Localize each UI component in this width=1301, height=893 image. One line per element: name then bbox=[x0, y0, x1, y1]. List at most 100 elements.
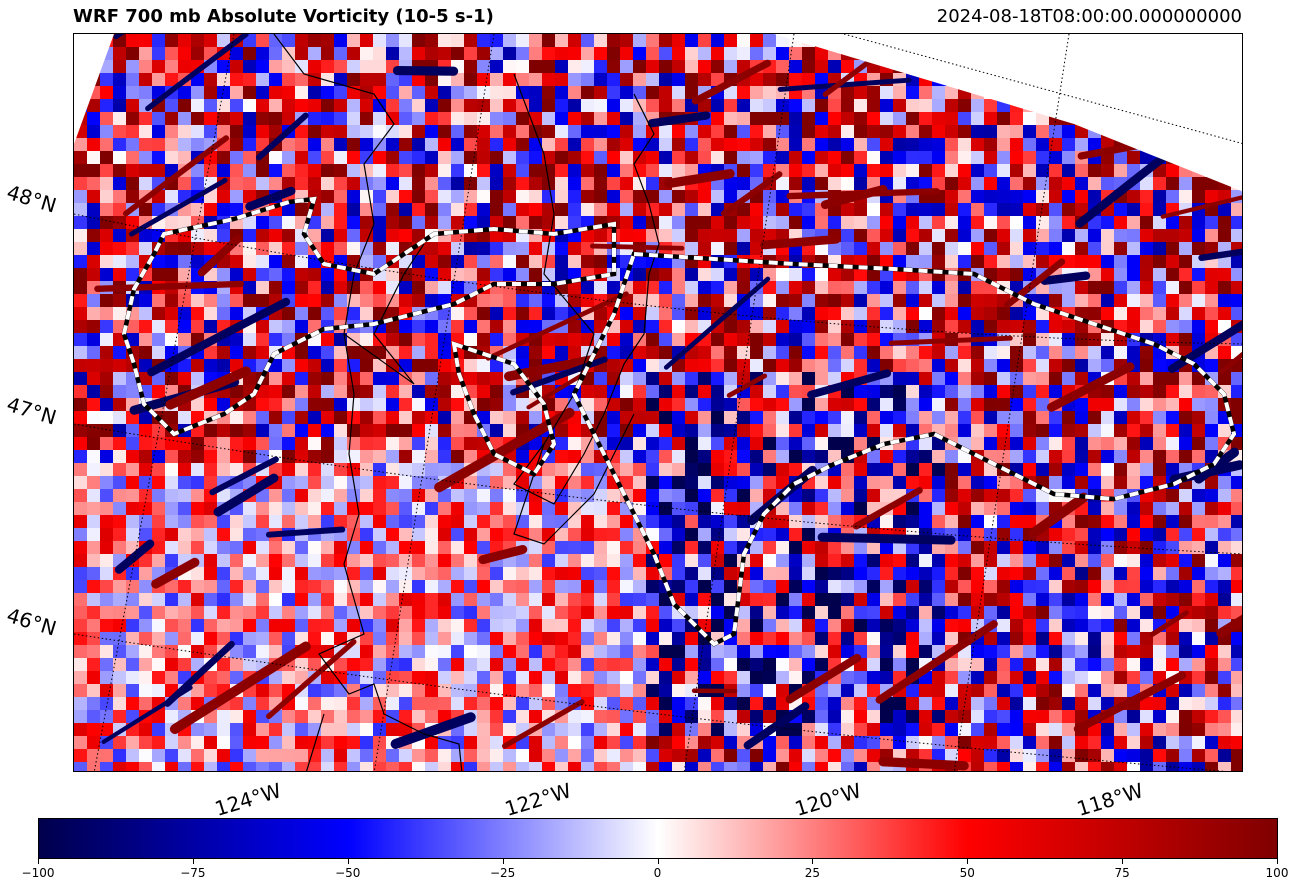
vorticity-cell bbox=[906, 177, 920, 191]
vorticity-cell bbox=[321, 86, 335, 100]
vorticity-cell bbox=[360, 125, 374, 139]
vorticity-cell bbox=[74, 593, 88, 607]
vorticity-cell bbox=[412, 385, 426, 399]
vorticity-cell bbox=[984, 723, 998, 737]
vorticity-cell bbox=[542, 502, 556, 516]
vorticity-cell bbox=[139, 645, 153, 659]
vorticity-cell bbox=[165, 541, 179, 555]
vorticity-cell bbox=[542, 476, 556, 490]
vorticity-cell bbox=[763, 554, 777, 568]
vorticity-cell bbox=[763, 541, 777, 555]
vorticity-cell bbox=[230, 60, 244, 74]
vorticity-cell bbox=[113, 125, 127, 139]
vorticity-cell bbox=[958, 515, 972, 529]
vorticity-cell bbox=[1205, 554, 1219, 568]
vorticity-cell bbox=[737, 658, 751, 672]
vorticity-cell bbox=[113, 346, 127, 360]
vorticity-cell bbox=[87, 489, 101, 503]
vorticity-cell bbox=[776, 177, 790, 191]
vorticity-cell bbox=[919, 489, 933, 503]
vorticity-cell bbox=[646, 736, 660, 750]
vorticity-cell bbox=[1205, 593, 1219, 607]
vorticity-cell bbox=[685, 723, 699, 737]
vorticity-cell bbox=[633, 658, 647, 672]
vorticity-cell bbox=[659, 151, 673, 165]
vorticity-cell bbox=[165, 60, 179, 74]
vorticity-cell bbox=[633, 593, 647, 607]
vorticity-cell bbox=[464, 177, 478, 191]
vorticity-cell bbox=[893, 294, 907, 308]
vorticity-cell bbox=[282, 86, 296, 100]
vorticity-cell bbox=[529, 554, 543, 568]
vorticity-cell bbox=[516, 216, 530, 230]
vorticity-cell bbox=[282, 216, 296, 230]
vorticity-cell bbox=[607, 151, 621, 165]
vorticity-cell bbox=[724, 736, 738, 750]
vorticity-cell bbox=[256, 333, 270, 347]
vorticity-cell bbox=[828, 164, 842, 178]
vorticity-cell bbox=[100, 424, 114, 438]
vorticity-cell bbox=[373, 736, 387, 750]
vorticity-cell bbox=[867, 216, 881, 230]
vorticity-cell bbox=[867, 658, 881, 672]
vorticity-cell bbox=[256, 398, 270, 412]
vorticity-cell bbox=[308, 424, 322, 438]
vorticity-cell bbox=[178, 151, 192, 165]
vorticity-cell bbox=[724, 294, 738, 308]
vorticity-cell bbox=[321, 346, 335, 360]
vorticity-cell bbox=[139, 73, 153, 87]
vorticity-cell bbox=[1101, 697, 1115, 711]
vorticity-cell bbox=[217, 307, 231, 321]
vorticity-cell bbox=[750, 710, 764, 724]
vorticity-cell bbox=[789, 541, 803, 555]
vorticity-cell bbox=[1010, 411, 1024, 425]
vorticity-cell bbox=[633, 138, 647, 152]
vorticity-cell bbox=[594, 658, 608, 672]
vorticity-cell bbox=[711, 697, 725, 711]
vorticity-cell bbox=[295, 320, 309, 334]
vorticity-cell bbox=[945, 177, 959, 191]
vorticity-cell bbox=[100, 112, 114, 126]
vorticity-cell bbox=[698, 203, 712, 217]
vorticity-cell bbox=[1062, 190, 1076, 204]
vorticity-cell bbox=[1101, 580, 1115, 594]
vorticity-cell bbox=[1179, 411, 1193, 425]
vorticity-cell bbox=[711, 502, 725, 516]
vorticity-cell bbox=[945, 294, 959, 308]
vorticity-cell bbox=[360, 541, 374, 555]
vorticity-cell bbox=[633, 411, 647, 425]
vorticity-cell bbox=[789, 112, 803, 126]
vorticity-cell bbox=[958, 190, 972, 204]
vorticity-cell bbox=[685, 541, 699, 555]
vorticity-cell bbox=[1127, 736, 1141, 750]
vorticity-cell bbox=[243, 502, 257, 516]
vorticity-cell bbox=[204, 736, 218, 750]
vorticity-cell bbox=[815, 515, 829, 529]
vorticity-cell bbox=[503, 528, 517, 542]
vorticity-cell bbox=[334, 138, 348, 152]
vorticity-cell bbox=[1205, 567, 1219, 581]
vorticity-cell bbox=[438, 34, 452, 48]
vorticity-cell bbox=[178, 528, 192, 542]
vorticity-cell bbox=[308, 554, 322, 568]
vorticity-cell bbox=[646, 34, 660, 48]
vorticity-cell bbox=[880, 151, 894, 165]
vorticity-cell bbox=[321, 489, 335, 503]
vorticity-cell bbox=[1075, 606, 1089, 620]
vorticity-cell bbox=[945, 138, 959, 152]
vorticity-cell bbox=[464, 333, 478, 347]
vorticity-cell bbox=[529, 437, 543, 451]
vorticity-cell bbox=[698, 281, 712, 295]
vorticity-cell bbox=[399, 710, 413, 724]
vorticity-cell bbox=[386, 463, 400, 477]
vorticity-cell bbox=[490, 645, 504, 659]
vorticity-cell bbox=[295, 580, 309, 594]
vorticity-cell bbox=[438, 606, 452, 620]
vorticity-cell bbox=[477, 476, 491, 490]
vorticity-cell bbox=[503, 164, 517, 178]
vorticity-cell bbox=[594, 190, 608, 204]
vorticity-cell bbox=[126, 567, 140, 581]
vorticity-cell bbox=[880, 424, 894, 438]
vorticity-cell bbox=[87, 645, 101, 659]
vorticity-cell bbox=[906, 515, 920, 529]
